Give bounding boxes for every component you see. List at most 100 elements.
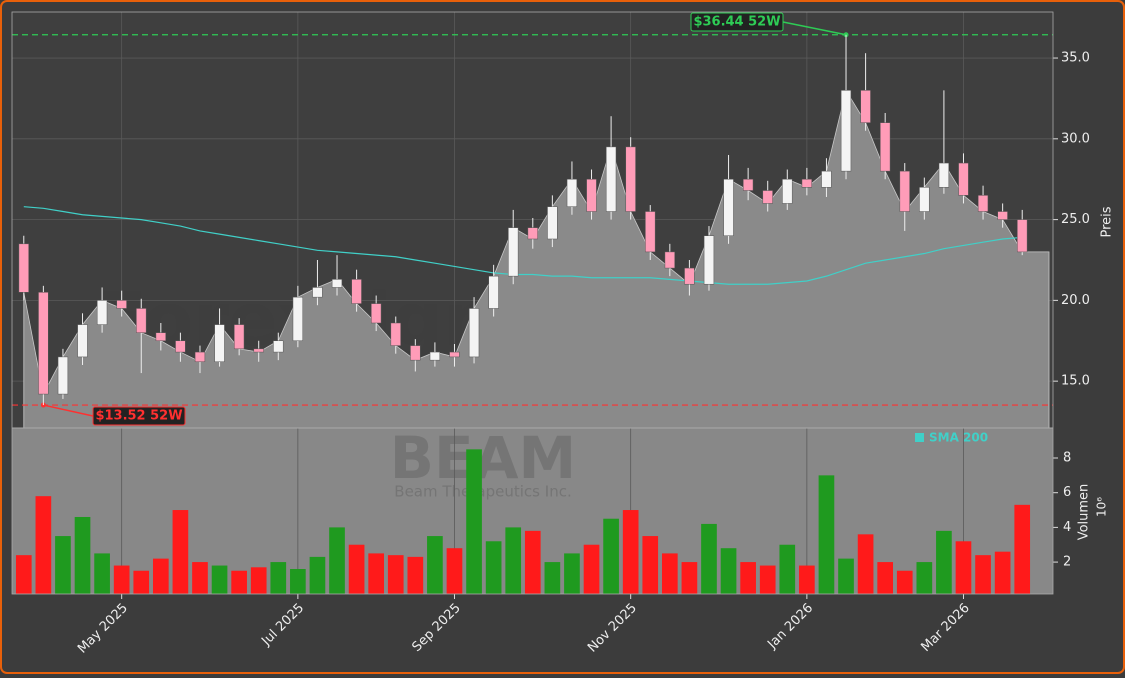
- candle-body: [410, 345, 421, 361]
- candle-body: [997, 211, 1008, 220]
- volume-bar: [152, 558, 169, 594]
- volume-bar: [622, 510, 639, 594]
- y-tick-label: 30.0: [1061, 131, 1090, 146]
- candle-body: [18, 243, 29, 293]
- volume-bar: [896, 570, 913, 594]
- watermark-company: Beam Therapeutics Inc.: [394, 483, 571, 501]
- candle-body: [880, 122, 891, 172]
- volume-bar: [15, 555, 32, 594]
- candle-body: [233, 324, 245, 350]
- volume-bar: [779, 544, 796, 594]
- volume-bar: [94, 553, 110, 594]
- candle-body: [468, 308, 480, 358]
- watermark-ticker: BEAM: [390, 424, 576, 492]
- y-tick-label: 20.0: [1061, 293, 1090, 308]
- candle-body: [312, 287, 323, 298]
- candle-body: [331, 279, 343, 288]
- volume-bar: [35, 496, 52, 594]
- volume-bar: [740, 562, 756, 594]
- candle-body: [938, 162, 950, 188]
- candle-body: [547, 206, 558, 240]
- candle-body: [292, 296, 304, 342]
- volume-bar: [466, 449, 482, 594]
- volume-bar: [1014, 504, 1031, 594]
- candle-body: [136, 308, 147, 333]
- volume-bar: [113, 565, 130, 594]
- candle-body: [116, 300, 127, 309]
- candle-body: [762, 190, 773, 204]
- volume-bar: [290, 569, 306, 594]
- volume-bar: [877, 562, 894, 594]
- candle-body: [57, 356, 69, 395]
- candle-body: [919, 187, 930, 212]
- volume-bar: [172, 510, 189, 594]
- y-tick-label: 35.0: [1061, 51, 1090, 66]
- candle-body: [664, 251, 675, 269]
- volume-bar: [564, 553, 580, 594]
- volume-tick-label: 4: [1063, 520, 1071, 535]
- volume-bar: [916, 562, 933, 594]
- volume-bar: [309, 556, 326, 594]
- y-axis-label: Preis: [1100, 206, 1115, 237]
- legend-swatch: [915, 433, 924, 442]
- candle-body: [175, 340, 186, 353]
- volume-bar: [681, 562, 698, 594]
- candle-body: [508, 227, 519, 277]
- candle-body: [586, 178, 597, 212]
- volume-bar: [348, 544, 365, 594]
- candle-body: [605, 146, 617, 212]
- candle-body: [782, 178, 793, 204]
- annotation-arrow: [43, 404, 94, 417]
- volume-bar: [720, 548, 737, 594]
- volume-bar: [994, 551, 1011, 594]
- volume-bar: [55, 536, 71, 594]
- y-tick-label: 25.0: [1061, 212, 1090, 227]
- candle-body: [821, 170, 832, 188]
- candle-body: [723, 178, 734, 237]
- candle-body: [194, 351, 206, 363]
- volume-tick-label: 6: [1063, 485, 1071, 500]
- volume-bar: [583, 544, 600, 594]
- annotation-arrow: [782, 21, 847, 36]
- candle-body: [703, 235, 715, 285]
- annotation-label: $36.44 52W: [693, 15, 780, 30]
- candle-body: [38, 292, 49, 395]
- candle-body: [449, 351, 460, 358]
- volume-bar: [74, 516, 91, 594]
- volume-bar: [485, 541, 502, 594]
- volume-bar: [524, 530, 541, 594]
- volume-bar: [231, 570, 247, 594]
- volume-bar: [329, 527, 345, 594]
- candle-body: [684, 267, 695, 285]
- candle-body: [645, 211, 656, 253]
- volume-bar: [192, 562, 208, 594]
- y-tick-label: 15.0: [1061, 374, 1090, 389]
- volume-bar: [857, 534, 874, 594]
- candle-body: [390, 322, 401, 346]
- candle-body: [273, 340, 284, 353]
- candle-body: [801, 178, 813, 188]
- candle-body: [625, 146, 636, 212]
- volume-bar: [838, 558, 854, 594]
- volume-bar: [387, 555, 404, 594]
- volume-bar: [955, 541, 972, 594]
- candle-body: [371, 303, 382, 324]
- candle-body: [214, 324, 225, 363]
- volume-bar: [936, 530, 952, 594]
- candle-body: [488, 275, 499, 309]
- volume-bar: [446, 548, 463, 594]
- candle-body: [253, 348, 264, 353]
- legend-label: SMA 200: [929, 431, 988, 445]
- volume-bar: [133, 570, 150, 594]
- candle-body: [155, 332, 166, 342]
- volume-bar: [505, 527, 522, 594]
- candle-body: [527, 227, 538, 240]
- candle-body: [958, 162, 969, 196]
- volume-bar: [818, 475, 835, 594]
- candle-body: [899, 170, 910, 212]
- candle-body: [977, 195, 989, 212]
- candle-body: [860, 90, 871, 123]
- candle-body: [77, 324, 88, 358]
- volume-bar: [661, 553, 678, 594]
- candle-body: [429, 351, 441, 361]
